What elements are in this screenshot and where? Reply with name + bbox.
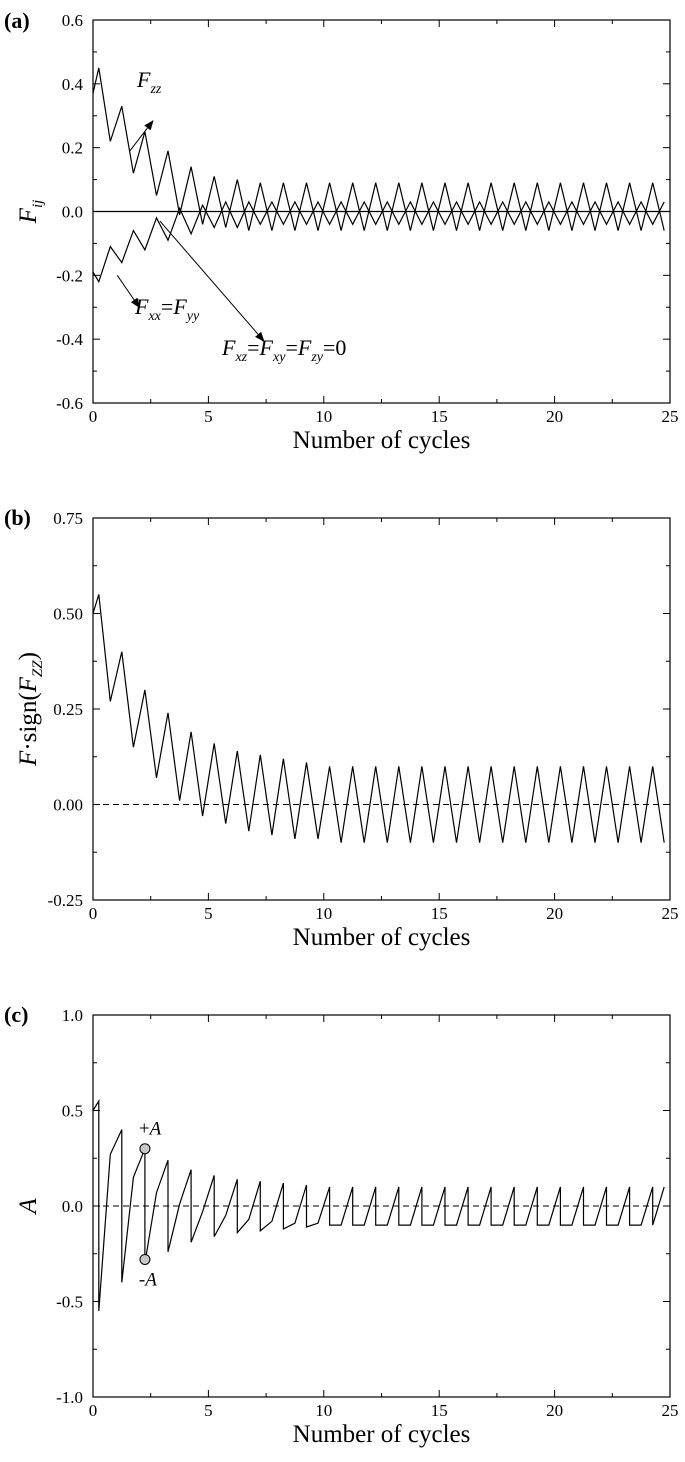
x-tick-label: 20 [546, 1401, 563, 1420]
annotation-arrow [116, 275, 140, 309]
y-tick-label: -0.2 [56, 266, 83, 285]
chart-panel-3: (c) 0 5 10 15 20 25 -1.0 -0.5 0.0 0.5 1.0 Number of … [4, 1002, 679, 1448]
x-axis-title: Number of cycles [293, 924, 471, 951]
y-tick-label: 0.2 [62, 139, 83, 158]
y-tick-label: 0.0 [62, 1197, 83, 1216]
series-line-1 [92, 67, 665, 231]
y-tick-label: 0.50 [53, 605, 83, 624]
x-tick-label: 0 [89, 1401, 98, 1420]
y-tick-label: 0.5 [62, 1102, 83, 1121]
x-tick-label: 10 [315, 904, 332, 923]
chart-panel-1: (a) 0 5 10 15 20 25 -0.6 -0.4 -0.2 0.0 0.2 0.4 0.6 Num… [4, 8, 679, 454]
marker-point [139, 1143, 151, 1155]
y-tick-label: -1.0 [56, 1388, 83, 1407]
y-tick-label: -0.6 [56, 394, 83, 413]
annotation-label: Fzz [136, 67, 162, 97]
x-tick-label: 15 [431, 407, 448, 426]
x-axis-title: Number of cycles [293, 427, 471, 454]
series-line-1 [92, 1098, 665, 1312]
series-line-2 [92, 200, 665, 284]
y-axis-title: A [15, 1198, 42, 1216]
annotation-label: Fxx=Fyy [134, 294, 200, 324]
x-tick-label: 15 [431, 904, 448, 923]
y-axis-title: Fij [15, 200, 46, 225]
x-tick-label: 5 [204, 904, 213, 923]
panel-label: (c) [4, 1002, 28, 1027]
x-tick-label: 25 [662, 407, 679, 426]
x-tick-label: 0 [89, 904, 98, 923]
y-tick-label: 0.4 [62, 75, 84, 94]
panel-label: (b) [4, 505, 31, 530]
annotation-arrow [129, 120, 154, 152]
series-line-1 [92, 594, 665, 843]
marker-label: +A [139, 1119, 162, 1140]
x-tick-label: 20 [546, 407, 563, 426]
y-tick-label: -0.25 [48, 891, 83, 910]
y-tick-label: 0.75 [53, 509, 83, 528]
x-tick-label: 20 [546, 904, 563, 923]
y-tick-label: -0.4 [56, 330, 83, 349]
x-tick-label: 0 [89, 407, 98, 426]
y-tick-label: -0.5 [56, 1293, 83, 1312]
annotation-arrow [159, 220, 265, 342]
x-axis-title: Number of cycles [293, 1421, 471, 1448]
panel-label: (a) [4, 8, 30, 33]
x-tick-label: 15 [431, 1401, 448, 1420]
x-tick-label: 25 [662, 1401, 679, 1420]
x-tick-label: 25 [662, 904, 679, 923]
y-tick-label: 0.6 [62, 11, 83, 30]
y-tick-label: 0.00 [53, 796, 83, 815]
y-tick-label: 0.25 [53, 700, 83, 719]
annotation-label: Fxz=Fxy=Fzy=0 [221, 335, 346, 365]
plot-frame [92, 517, 671, 901]
y-tick-label: 0.0 [62, 203, 83, 222]
chart-panel-2: (b) 0 5 10 15 20 25 -0.25 0.00 0.25 0.50 0.75 Number… [4, 505, 679, 951]
x-tick-label: 10 [315, 1401, 332, 1420]
marker-point [139, 1253, 151, 1265]
y-axis-title: F·sign(FZZ) [15, 652, 46, 767]
x-tick-label: 5 [204, 1401, 213, 1420]
x-tick-label: 5 [204, 407, 213, 426]
y-tick-label: 1.0 [62, 1006, 83, 1025]
marker-label: -A [139, 1269, 157, 1290]
x-tick-label: 10 [315, 407, 332, 426]
